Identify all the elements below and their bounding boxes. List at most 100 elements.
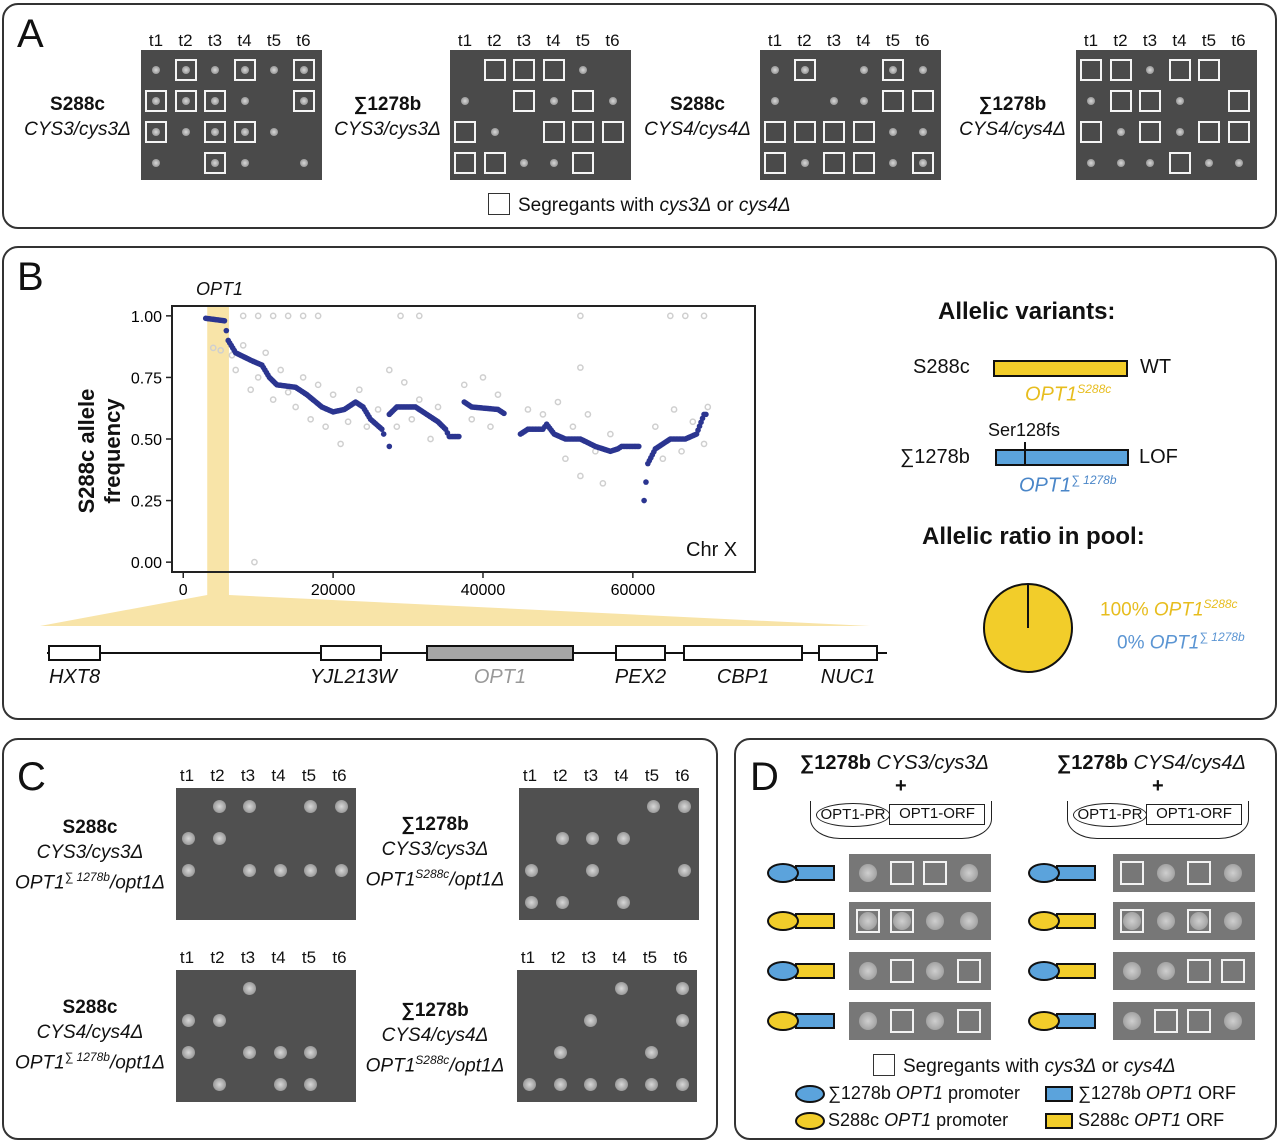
segregant-box [1220, 959, 1245, 983]
genotype: CYS4/cys4Δ [959, 119, 1066, 140]
smoothed-point [643, 479, 649, 485]
orf-icon [795, 865, 835, 881]
colony [1190, 912, 1208, 930]
allele-gene: OPT1 [365, 1055, 416, 1077]
colony [490, 128, 499, 136]
colony [926, 962, 944, 980]
column-label: t3 [207, 31, 223, 50]
segregant-box [572, 90, 594, 112]
yeast-plate [519, 788, 699, 920]
plus-sign: + [1152, 775, 1164, 797]
segregant-box [204, 121, 226, 143]
colony [859, 97, 868, 105]
colony [181, 97, 190, 105]
gene-box [818, 645, 878, 661]
raw-point [254, 374, 262, 381]
raw-point [322, 423, 329, 431]
yeast-plate [849, 952, 991, 990]
column-label: t6 [1231, 31, 1246, 50]
strain-label: S288c CYS4/cys4Δ OPT1∑ 1278b/opt1Δ [10, 995, 170, 1075]
segregant-box [1109, 90, 1132, 112]
colony [675, 1014, 689, 1027]
zoom-wedge [40, 595, 870, 626]
legend-gene: OPT1 [884, 1110, 932, 1130]
colony [614, 1078, 628, 1091]
colony [889, 128, 897, 136]
raw-point [307, 415, 314, 423]
strain-name: ∑1278b [401, 1000, 469, 1021]
raw-point [704, 403, 712, 411]
column-label: t5 [644, 766, 660, 785]
raw-point [415, 396, 423, 403]
allele-rest: /opt1Δ [449, 1055, 505, 1077]
colony [181, 128, 190, 136]
raw-point [355, 386, 363, 394]
yeast-plate [1076, 50, 1257, 180]
raw-point [584, 411, 592, 418]
raw-point [292, 403, 299, 411]
segregant-box [1227, 121, 1250, 143]
colony [1205, 159, 1213, 167]
colony [586, 832, 599, 845]
legend-strain: ∑1278b [1078, 1083, 1141, 1103]
allele-genotype: OPT1∑ 1278b/opt1Δ [10, 1045, 170, 1075]
colony [240, 159, 249, 167]
genotype: CYS4/cys4Δ [1133, 752, 1246, 774]
colony [771, 66, 779, 74]
legend-text: Segregants with [518, 195, 660, 216]
raw-point [468, 415, 476, 423]
column-label: t5 [301, 948, 317, 967]
allele-frequency-chart: 0.00 0.25 0.50 0.75 1.00 0 20000 40000 60000 [40, 305, 870, 626]
colony [1116, 159, 1125, 167]
orf-element: OPT1-ORF [1146, 804, 1242, 825]
colony [304, 1046, 317, 1059]
raw-point [599, 479, 607, 487]
promoter-icon [1028, 1011, 1060, 1031]
allele-sup: S288c [415, 867, 450, 881]
segregant-box [882, 90, 904, 112]
column-label: t6 [675, 766, 690, 785]
strain-label: S288c CYS3/cys3Δ OPT1∑ 1278b/opt1Δ [10, 815, 170, 895]
strain-name: ∑1278b [978, 94, 1047, 115]
yeast-plate [1113, 854, 1255, 892]
column-label: t2 [487, 31, 502, 50]
colony [1156, 962, 1175, 980]
orf-icon [1056, 1013, 1096, 1029]
panel-a-legend: Segregants with cys3Δ or cys4Δ [488, 193, 791, 217]
column-label: t5 [266, 31, 282, 50]
allele-rest: /opt1Δ [109, 872, 165, 894]
colony [1123, 962, 1141, 980]
raw-point [700, 312, 708, 320]
legend-strain: S288c [828, 1110, 880, 1130]
raw-point [607, 430, 614, 438]
strain-name: S288c [62, 817, 118, 838]
promoter-icon [795, 1112, 825, 1130]
gene-box [615, 645, 666, 661]
segregant-box [483, 152, 506, 174]
legend-strain: S288c [1078, 1110, 1130, 1130]
segregant-box [454, 121, 476, 143]
legend-strain: ∑1278b [828, 1083, 891, 1103]
y-tick-label: 0.00 [131, 555, 162, 572]
raw-point [577, 312, 584, 320]
promoter-icon [767, 1011, 799, 1031]
segregant-box [1109, 59, 1132, 81]
segregant-box [882, 59, 904, 81]
segregant-box [956, 1009, 981, 1033]
segregant-box [174, 59, 197, 81]
raw-point [344, 418, 352, 426]
colony [645, 1046, 658, 1059]
variant2-strain: ∑1278b [900, 446, 970, 468]
segregant-box [956, 959, 981, 983]
column-label: t6 [296, 31, 311, 50]
column-label: t2 [210, 948, 225, 967]
column-label: t1 [179, 948, 195, 967]
variant2-bar [995, 449, 1129, 466]
colony [304, 864, 317, 877]
orf-icon [1056, 963, 1096, 979]
column-label: t6 [673, 948, 688, 967]
column-label: t4 [1172, 31, 1187, 50]
colony [1156, 864, 1175, 882]
raw-point [374, 406, 382, 413]
raw-point [460, 381, 468, 389]
